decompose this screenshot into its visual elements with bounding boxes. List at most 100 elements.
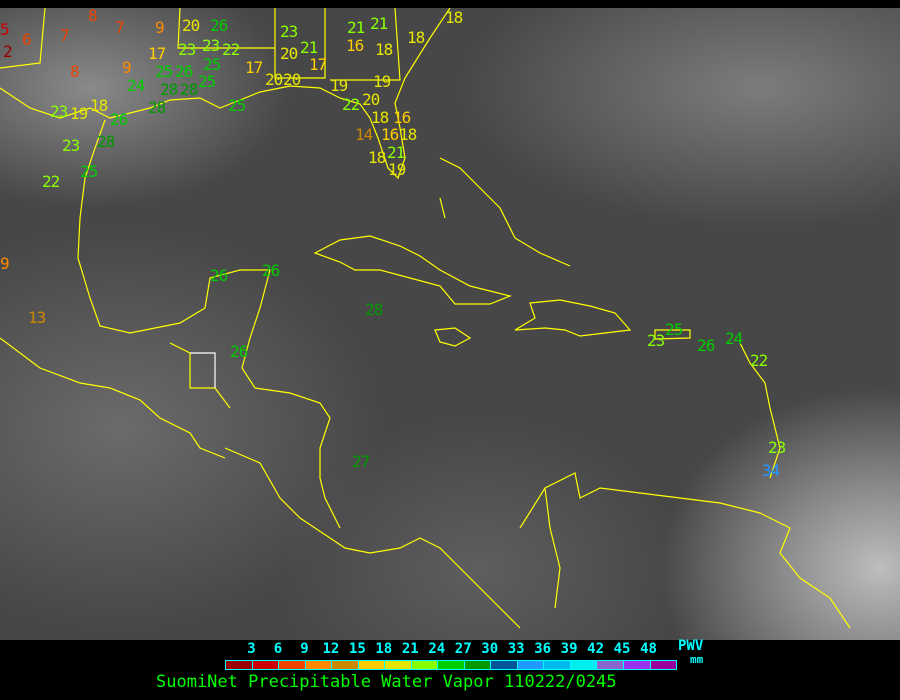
station-pwv-value: 23 bbox=[768, 438, 786, 457]
station-pwv-value: 26 bbox=[175, 62, 193, 81]
station-pwv-value: 21 bbox=[387, 143, 405, 162]
station-pwv-value: 19 bbox=[388, 160, 406, 179]
color-bin bbox=[305, 661, 333, 669]
coastlines bbox=[0, 8, 851, 629]
color-bin bbox=[226, 661, 253, 669]
color-bin bbox=[358, 661, 386, 669]
station-pwv-value: 5 bbox=[0, 20, 10, 39]
bahamas bbox=[439, 157, 571, 267]
legend-tick: 12 bbox=[322, 641, 340, 657]
station-pwv-value: 7 bbox=[115, 18, 125, 37]
station-pwv-value: 26 bbox=[210, 266, 228, 285]
puerto-rico bbox=[654, 329, 691, 340]
station-pwv-value: 25 bbox=[155, 62, 173, 81]
station-pwv-value: 7 bbox=[60, 26, 70, 45]
gulf-coast-us bbox=[0, 8, 451, 180]
station-pwv-value: 28 bbox=[160, 80, 178, 99]
station-pwv-value: 26 bbox=[210, 16, 228, 35]
station-pwv-value: 20 bbox=[280, 44, 298, 63]
station-pwv-value: 2 bbox=[3, 42, 13, 61]
station-pwv-value: 25 bbox=[203, 55, 221, 74]
station-pwv-value: 24 bbox=[725, 329, 743, 348]
color-bin bbox=[623, 661, 651, 669]
station-pwv-value: 9 bbox=[155, 18, 165, 37]
legend-tick: 3 bbox=[247, 641, 256, 657]
station-pwv-value: 13 bbox=[28, 308, 46, 327]
color-bin bbox=[491, 661, 518, 669]
color-bin bbox=[544, 661, 571, 669]
legend-tick: 48 bbox=[640, 641, 657, 657]
south-america-coast bbox=[519, 472, 851, 629]
station-pwv-value: 18 bbox=[375, 40, 393, 59]
station-pwv-value: 23 bbox=[647, 331, 665, 350]
station-pwv-value: 23 bbox=[280, 22, 298, 41]
legend-tick: 6 bbox=[273, 641, 283, 657]
station-pwv-value: 18 bbox=[407, 28, 425, 47]
unit-label-pwv: PWV bbox=[678, 638, 704, 654]
legend-tick: 33 bbox=[507, 641, 525, 657]
jamaica bbox=[434, 327, 472, 347]
station-pwv-value: 25 bbox=[228, 96, 246, 115]
station-pwv-value: 23 bbox=[50, 102, 68, 121]
station-pwv-value: 23 bbox=[62, 136, 80, 155]
station-pwv-value: 34 bbox=[762, 461, 780, 480]
station-pwv-value: 20 bbox=[283, 70, 301, 89]
guatemala-border bbox=[190, 352, 216, 388]
color-bin bbox=[597, 661, 624, 669]
station-pwv-value: 19 bbox=[373, 72, 391, 91]
cuba bbox=[313, 235, 512, 305]
station-pwv-value: 16 bbox=[381, 125, 399, 144]
unit-label-mm: mm bbox=[690, 653, 704, 666]
station-pwv-value: 21 bbox=[347, 18, 365, 37]
legend-tick: 42 bbox=[587, 641, 605, 657]
station-pwv-value: 8 bbox=[70, 62, 80, 81]
station-pwv-value: 19 bbox=[330, 76, 348, 95]
lesser-antilles bbox=[739, 342, 781, 479]
station-pwv-value: 17 bbox=[245, 58, 263, 77]
station-pwv-value: 25 bbox=[80, 162, 98, 181]
station-pwv-value: 9 bbox=[122, 58, 132, 77]
legend-tick: 15 bbox=[348, 641, 366, 657]
station-pwv-value: 18 bbox=[90, 96, 108, 115]
station-pwv-value: 18 bbox=[371, 108, 389, 127]
station-pwv-value: 21 bbox=[370, 14, 388, 33]
legend-tick: 30 bbox=[481, 641, 499, 657]
station-pwv-value: 26 bbox=[230, 342, 248, 361]
legend-tick: 9 bbox=[300, 641, 309, 657]
color-scale-bar bbox=[225, 660, 677, 670]
station-pwv-value: 9 bbox=[0, 254, 10, 273]
legend-tick: 18 bbox=[375, 641, 393, 657]
station-pwv-value: 28 bbox=[97, 132, 115, 151]
station-pwv-value: 16 bbox=[393, 108, 411, 127]
station-pwv-value: 18 bbox=[368, 148, 386, 167]
station-pwv-value: 22 bbox=[42, 172, 60, 191]
legend-tick: 21 bbox=[401, 641, 419, 657]
station-pwv-value: 26 bbox=[697, 336, 715, 355]
station-pwv-value: 18 bbox=[399, 125, 417, 144]
color-bin bbox=[332, 661, 359, 669]
station-pwv-value: 17 bbox=[148, 44, 166, 63]
station-pwv-value: 14 bbox=[355, 125, 373, 144]
station-pwv-value: 22 bbox=[342, 95, 360, 114]
station-pwv-value: 22 bbox=[750, 351, 768, 370]
satellite-map: 2 5 6 7 8 7 9 17 20 26 23 23 22 25 8 9 25 26 25 24 28 28 17 20 2… bbox=[0, 8, 900, 640]
mexico-gulf-coast bbox=[77, 119, 271, 389]
color-bin bbox=[252, 661, 280, 669]
color-bin bbox=[385, 661, 412, 669]
station-pwv-value: 26 bbox=[262, 261, 280, 280]
station-pwv-value: 26 bbox=[110, 110, 128, 129]
legend-tick: 24 bbox=[428, 641, 446, 657]
station-pwv-value: 17 bbox=[309, 55, 327, 74]
color-bin bbox=[279, 661, 306, 669]
legend-tick: 45 bbox=[613, 641, 631, 657]
station-pwv-value: 20 bbox=[182, 16, 200, 35]
station-pwv-value: 6 bbox=[22, 30, 32, 49]
hispaniola bbox=[514, 299, 632, 337]
legend-tick: 27 bbox=[454, 641, 472, 657]
station-pwv-value: 23 bbox=[178, 40, 196, 59]
color-bin bbox=[517, 661, 545, 669]
station-pwv-value: 27 bbox=[352, 452, 370, 471]
color-bin bbox=[570, 661, 598, 669]
station-pwv-value: 25 bbox=[198, 72, 216, 91]
